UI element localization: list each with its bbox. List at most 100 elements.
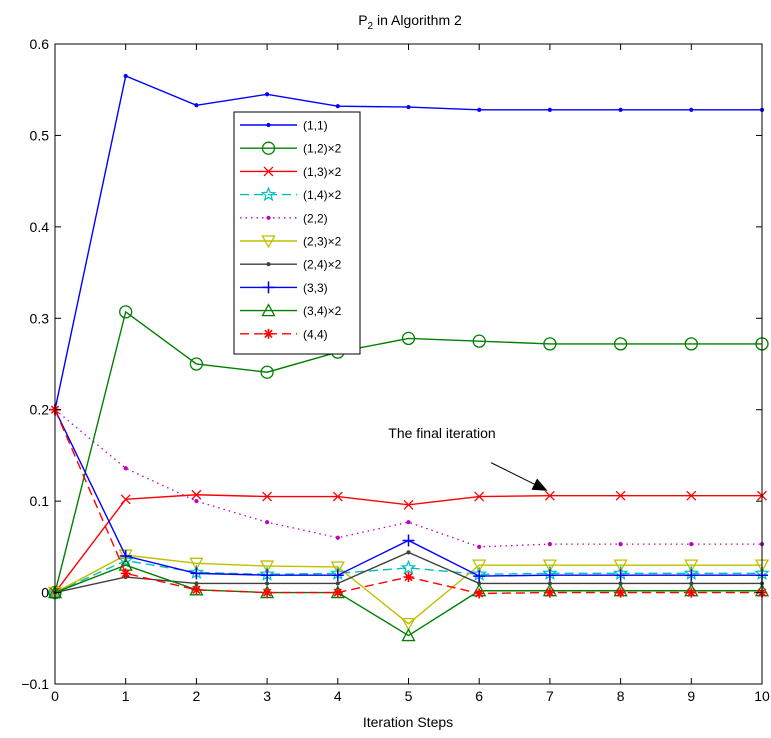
data-point [330, 561, 345, 575]
x-tick-label: 3 [263, 688, 271, 704]
y-tick-label: 0.3 [30, 310, 50, 326]
legend-item: (1,4)×2 [240, 186, 342, 202]
data-point [685, 569, 698, 582]
data-point [266, 262, 271, 267]
data-point [189, 557, 204, 571]
series-line [54, 554, 762, 625]
data-point [191, 584, 202, 595]
data-point [260, 560, 275, 574]
data-point [473, 570, 486, 583]
legend-label: (3,3) [303, 281, 328, 295]
x-tick-label: 7 [546, 688, 554, 704]
x-axis-label: Iteration Steps [363, 714, 453, 730]
data-point [194, 499, 199, 504]
x-tick-label: 6 [475, 688, 483, 704]
axes-layer: 0 1 2 3 4 5 6 7 8 9 10−0.100.10.20.30.40.50.6 [21, 36, 770, 704]
legend-label: (2,3)×2 [303, 235, 342, 249]
annotation-arrow-head [531, 478, 548, 491]
data-point [618, 542, 623, 547]
data-point [613, 337, 628, 351]
legend-item: (1,2)×2 [240, 141, 342, 156]
legend: (1,1) (1,2)×2 (1,3)×2 (1,4)×2 (2,2) (2,3)×2 (2… [233, 111, 361, 355]
data-point [402, 534, 415, 547]
data-point [266, 122, 271, 128]
data-point [262, 491, 273, 502]
data-point [477, 107, 482, 112]
chart-title: P2 in Algorithm 2 [358, 12, 462, 32]
data-point [401, 628, 416, 642]
data-point [261, 235, 276, 249]
data-point [335, 104, 340, 109]
legend-label: (3,4)×2 [303, 304, 342, 318]
x-tick-label: 4 [334, 688, 342, 704]
data-point [542, 559, 557, 573]
data-point [191, 489, 202, 500]
data-point [472, 334, 486, 348]
data-point [123, 73, 128, 79]
data-point [686, 587, 697, 598]
data-point [474, 491, 485, 502]
data-point [689, 542, 694, 547]
x-tick-label: 9 [687, 688, 695, 704]
data-point [263, 328, 274, 339]
data-point [618, 107, 623, 112]
series-line [54, 564, 762, 637]
x-tick-label: 5 [405, 688, 413, 704]
data-point [266, 215, 271, 220]
annotation-text: The final iteration [388, 425, 495, 441]
data-point [544, 490, 555, 501]
data-point [474, 588, 485, 599]
legend-label: (1,1) [303, 119, 328, 133]
data-point [262, 281, 275, 294]
data-point [332, 587, 343, 598]
data-point [120, 568, 131, 579]
x-tick-label: 0 [51, 688, 59, 704]
data-point [615, 587, 626, 598]
legend-box [233, 111, 361, 355]
data-point [262, 587, 273, 598]
legend-item: (3,3) [240, 281, 328, 295]
x-tick-label: 1 [122, 688, 130, 704]
data-point [684, 337, 698, 351]
annotation-layer: The final iteration [388, 425, 548, 491]
x-tick-label: 2 [193, 688, 201, 704]
legend-label: (2,4)×2 [303, 258, 342, 272]
y-tick-label: 0.5 [30, 127, 50, 143]
data-point [614, 569, 627, 582]
data-point [261, 141, 276, 155]
legend-item: (2,4)×2 [240, 258, 342, 272]
x-tick-label: 8 [617, 688, 625, 704]
data-point [547, 107, 553, 112]
legend-item: (2,3)×2 [240, 235, 342, 249]
data-point [331, 569, 344, 582]
data-point [190, 567, 203, 580]
data-point [472, 559, 487, 573]
data-point [194, 103, 199, 108]
data-point [547, 542, 553, 547]
legend-label: (1,3)×2 [303, 165, 342, 179]
y-tick-label: −0.1 [21, 676, 49, 692]
data-point [403, 572, 414, 583]
data-point [265, 581, 270, 586]
legend-label: (1,4)×2 [303, 188, 342, 202]
data-point [260, 365, 274, 379]
data-point [335, 581, 340, 586]
data-point [613, 559, 628, 573]
data-point [123, 466, 128, 471]
legend-item: (2,2) [240, 211, 328, 225]
data-point [684, 559, 699, 573]
data-point [120, 494, 131, 505]
data-point [117, 552, 134, 568]
data-point [406, 520, 411, 525]
data-point [406, 550, 411, 555]
y-tick-label: 0.2 [30, 402, 50, 418]
data-point [689, 107, 694, 112]
legend-item: (4,4) [240, 327, 328, 341]
legend-item: (1,1) [240, 119, 328, 133]
data-point [265, 520, 270, 525]
data-point [686, 490, 697, 501]
legend-label: (2,2) [303, 211, 328, 225]
data-point [261, 303, 276, 317]
